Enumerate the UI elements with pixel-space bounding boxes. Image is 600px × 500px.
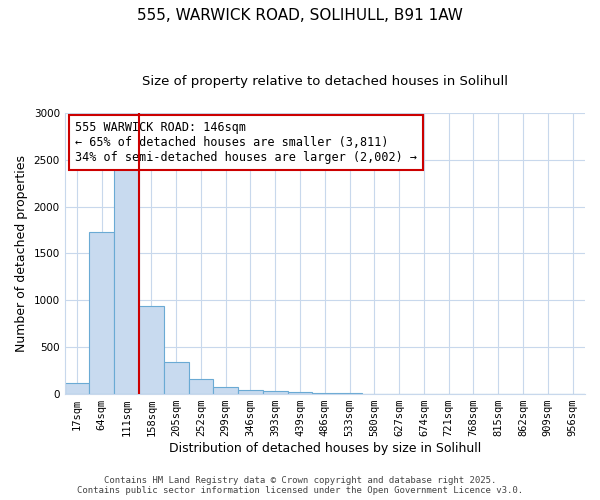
X-axis label: Distribution of detached houses by size in Solihull: Distribution of detached houses by size … [169,442,481,455]
Text: 555, WARWICK ROAD, SOLIHULL, B91 1AW: 555, WARWICK ROAD, SOLIHULL, B91 1AW [137,8,463,22]
Bar [238,390,263,394]
Title: Size of property relative to detached houses in Solihull: Size of property relative to detached ho… [142,75,508,88]
Bar [139,306,164,394]
Bar [287,392,313,394]
Text: 555 WARWICK ROAD: 146sqm
← 65% of detached houses are smaller (3,811)
34% of sem: 555 WARWICK ROAD: 146sqm ← 65% of detach… [75,121,417,164]
Bar [65,383,89,394]
Y-axis label: Number of detached properties: Number of detached properties [15,155,28,352]
Bar [313,393,337,394]
Bar [114,167,139,394]
Bar [263,392,287,394]
Text: Contains HM Land Registry data © Crown copyright and database right 2025.
Contai: Contains HM Land Registry data © Crown c… [77,476,523,495]
Bar [164,362,188,394]
Bar [214,386,238,394]
Bar [89,232,114,394]
Bar [188,378,214,394]
